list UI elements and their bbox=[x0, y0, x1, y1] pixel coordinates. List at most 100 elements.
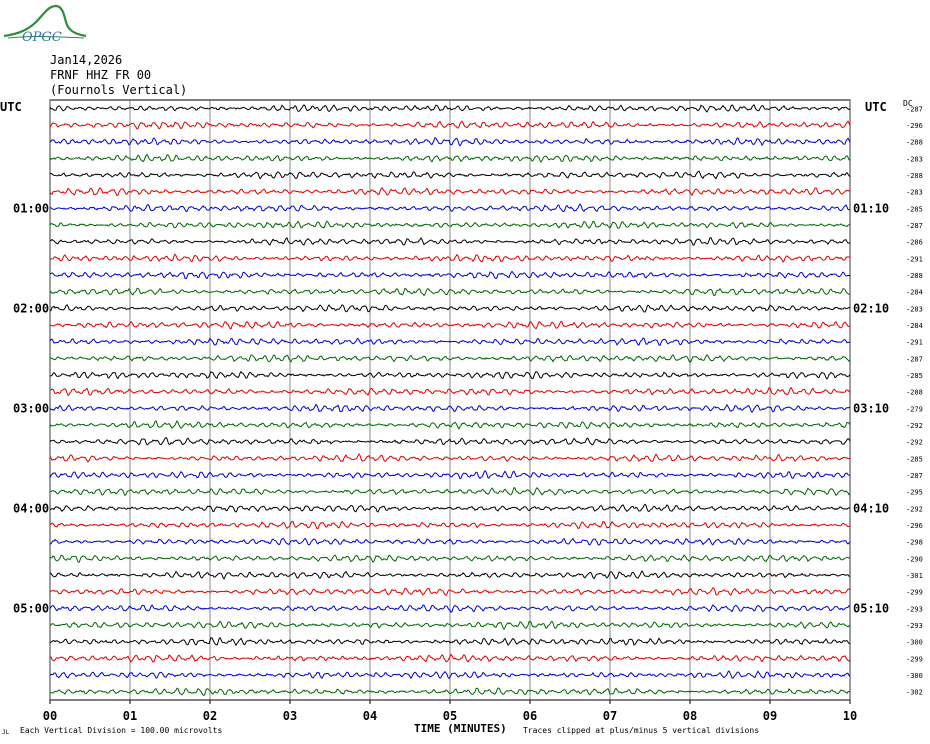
seismic-trace-4 bbox=[49, 153, 851, 163]
seismic-trace-8 bbox=[49, 220, 851, 229]
logo-text: OPGC bbox=[22, 30, 62, 45]
right-time-label: 02:10 bbox=[853, 301, 889, 315]
left-corner-mark: JL bbox=[2, 729, 10, 736]
seismic-trace-21 bbox=[49, 436, 851, 446]
seismic-trace-25 bbox=[49, 503, 851, 513]
seismic-trace-34 bbox=[49, 653, 851, 663]
seismic-trace-12 bbox=[49, 287, 851, 297]
left-time-label: 03:00 bbox=[13, 401, 49, 415]
x-axis-title: TIME (MINUTES) bbox=[414, 722, 507, 735]
dc-offset-label: -291 bbox=[906, 255, 923, 263]
dc-offset-label: -284 bbox=[906, 322, 923, 330]
dc-offset-label: -292 bbox=[906, 439, 923, 447]
dc-offset-label: -283 bbox=[906, 155, 923, 163]
left-time-labels: 01:00 02:00 03:00 04:00 05:00 bbox=[13, 201, 49, 615]
dc-offset-label: -296 bbox=[906, 522, 923, 530]
x-tick-label: 02 bbox=[203, 709, 217, 723]
left-time-label: 04:00 bbox=[13, 501, 49, 515]
opgc-logo: OPGC bbox=[0, 0, 90, 50]
dc-offset-label: -301 bbox=[906, 572, 923, 580]
dc-offset-label: -288 bbox=[906, 172, 923, 180]
right-utc-label: UTC bbox=[865, 100, 887, 114]
x-tick-label: 01 bbox=[123, 709, 137, 723]
station-location: (Fournols Vertical) bbox=[50, 83, 188, 97]
seismic-trace-18 bbox=[49, 386, 851, 397]
x-tick-label: 00 bbox=[43, 709, 57, 723]
dc-offset-label: -293 bbox=[906, 605, 923, 613]
dc-offset-label: -300 bbox=[906, 672, 923, 680]
dc-offset-label: -284 bbox=[906, 289, 923, 297]
dc-offset-label: -296 bbox=[906, 122, 923, 130]
right-time-label: 03:10 bbox=[853, 401, 889, 415]
dc-label: DC bbox=[903, 99, 913, 108]
seismic-trace-29 bbox=[49, 570, 851, 580]
dc-offset-label: -287 bbox=[906, 105, 923, 113]
left-time-label: 05:00 bbox=[13, 601, 49, 615]
dc-offset-label: -290 bbox=[906, 555, 923, 563]
dc-offset-label: -288 bbox=[906, 389, 923, 397]
seismic-trace-33 bbox=[49, 636, 851, 647]
seismic-trace-13 bbox=[49, 304, 851, 313]
seismic-trace-1 bbox=[49, 104, 851, 113]
seismic-trace-27 bbox=[49, 537, 851, 546]
right-time-label: 05:10 bbox=[853, 601, 889, 615]
left-time-label: 02:00 bbox=[13, 301, 49, 315]
seismic-trace-9 bbox=[49, 236, 851, 246]
dc-offset-label: -295 bbox=[906, 489, 923, 497]
dc-offset-label: -299 bbox=[906, 655, 923, 663]
x-tick-label: 04 bbox=[363, 709, 377, 723]
seismic-trace-14 bbox=[49, 320, 851, 330]
dc-offset-label: -285 bbox=[906, 455, 923, 463]
right-time-labels: 01:10 02:10 03:10 04:10 05:10 bbox=[853, 201, 889, 615]
trace-group bbox=[49, 104, 851, 696]
seismic-trace-17 bbox=[49, 370, 851, 380]
x-tick-label: 08 bbox=[683, 709, 697, 723]
left-utc-label: UTC bbox=[0, 100, 22, 114]
scale-note: Each Vertical Division = 100.00 microvol… bbox=[20, 726, 222, 735]
dc-offset-label: -285 bbox=[906, 205, 923, 213]
seismic-trace-24 bbox=[49, 487, 851, 497]
plot-header: Jan14,2026 FRNF HHZ FR 00 (Fournols Vert… bbox=[50, 53, 187, 98]
plot-date: Jan14,2026 bbox=[50, 53, 123, 67]
station-code: FRNF HHZ FR 00 bbox=[50, 68, 152, 82]
clip-note: Traces clipped at plus/minus 5 vertical … bbox=[523, 726, 759, 735]
x-tick-label: 07 bbox=[603, 709, 617, 723]
x-tick-labels: 00 01 02 03 04 05 06 07 08 09 10 bbox=[43, 709, 857, 723]
seismic-trace-20 bbox=[49, 419, 851, 430]
seismic-trace-6 bbox=[49, 187, 851, 197]
left-time-label: 01:00 bbox=[13, 201, 49, 215]
dc-offset-label: -300 bbox=[906, 639, 923, 647]
dc-offset-label: -286 bbox=[906, 239, 923, 247]
dc-offset-label: -302 bbox=[906, 689, 923, 697]
dc-offset-label: -279 bbox=[906, 405, 923, 413]
seismic-trace-11 bbox=[49, 270, 851, 280]
seismic-trace-28 bbox=[49, 554, 851, 564]
seismic-trace-22 bbox=[49, 453, 851, 463]
x-tick-label: 10 bbox=[843, 709, 857, 723]
seismic-trace-36 bbox=[49, 687, 851, 696]
dc-offset-label: -287 bbox=[906, 222, 923, 230]
dc-offset-label: -288 bbox=[906, 139, 923, 147]
seismic-trace-23 bbox=[49, 469, 851, 480]
dc-offset-label: -298 bbox=[906, 539, 923, 547]
seismic-trace-5 bbox=[49, 170, 851, 180]
seismic-trace-10 bbox=[49, 253, 851, 263]
dc-offset-label: -285 bbox=[906, 372, 923, 380]
x-tick-label: 03 bbox=[283, 709, 297, 723]
x-tick-label: 05 bbox=[443, 709, 457, 723]
dc-offset-label: -287 bbox=[906, 472, 923, 480]
dc-offset-label: -299 bbox=[906, 589, 923, 597]
dc-offset-label: -288 bbox=[906, 272, 923, 280]
seismic-trace-26 bbox=[49, 520, 851, 530]
seismic-trace-2 bbox=[49, 120, 851, 130]
dc-offset-label: -292 bbox=[906, 505, 923, 513]
seismic-trace-35 bbox=[49, 670, 851, 680]
dc-offset-label: -293 bbox=[906, 622, 923, 630]
seismic-trace-30 bbox=[49, 587, 851, 597]
dc-offset-label: -283 bbox=[906, 305, 923, 313]
dc-offset-label: -291 bbox=[906, 339, 923, 347]
seismic-trace-16 bbox=[49, 354, 851, 364]
dc-offset-label: -292 bbox=[906, 422, 923, 430]
seismic-trace-15 bbox=[49, 337, 851, 346]
